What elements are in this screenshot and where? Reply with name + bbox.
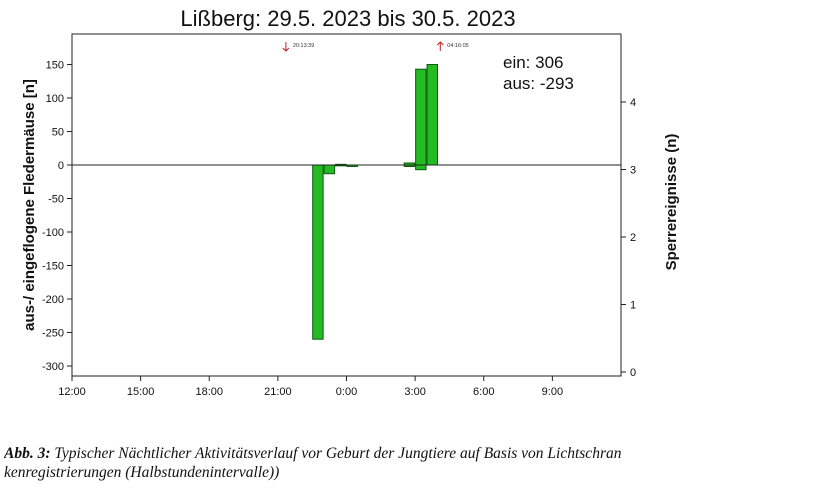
y-tick-label: 50	[52, 127, 64, 139]
y2-tick-label: 3	[630, 165, 636, 177]
y-tick-label: 0	[58, 160, 64, 172]
bar-aus	[323, 164, 336, 175]
y-tick-label: -200	[42, 294, 64, 306]
y2-tick-label: 2	[630, 232, 636, 244]
x-tick-label: 9:00	[542, 386, 563, 398]
y-tick-label: -250	[42, 328, 64, 340]
x-tick-label: 21:00	[264, 386, 292, 398]
chart-title: Lißberg: 29.5. 2023 bis 30.5. 2023	[180, 6, 515, 31]
caption-label: Abb. 3:	[4, 445, 51, 462]
x-tick-label: 3:00	[404, 386, 425, 398]
caption-line-2: kenregistrierungen (Halbstundenintervall…	[4, 464, 280, 481]
y-tick-label: -300	[42, 361, 64, 373]
x-tick-label: 12:00	[58, 386, 86, 398]
annotation-ein: ein: 306	[503, 53, 564, 72]
y2-tick-label: 4	[630, 97, 636, 109]
y-tick-label: -150	[42, 261, 64, 273]
caption-text: Typischer Nächtlicher Aktivitätsverlauf …	[50, 445, 622, 462]
marker-time-label: 04:16:05	[447, 43, 468, 49]
figure-caption: Abb. 3: Typischer Nächtlicher Aktivitäts…	[4, 444, 820, 482]
marker-time-label: 20:13:39	[293, 43, 314, 49]
x-tick-label: 0:00	[336, 386, 357, 398]
y2-axis-label: Sperrereignisse (n)	[663, 134, 680, 271]
y2-tick-label: 1	[630, 300, 636, 312]
y-tick-label: 150	[46, 60, 64, 72]
bar-ein	[415, 68, 427, 166]
y2-tick-label: 0	[630, 367, 636, 379]
down-arrow-icon	[282, 42, 290, 52]
bar-aus	[415, 164, 427, 171]
bar-aus	[312, 164, 324, 340]
x-tick-label: 15:00	[127, 386, 155, 398]
x-tick-label: 6:00	[473, 386, 494, 398]
chart: Lißberg: 29.5. 2023 bis 30.5. 2023 150 10…	[21, 6, 680, 398]
y-axis-label: aus-/ eingeflogene Fledermäuse [n]	[21, 79, 38, 331]
x-tick-label: 18:00	[195, 386, 223, 398]
up-arrow-icon	[436, 41, 444, 51]
bar-ein	[426, 64, 438, 166]
y-tick-label: -50	[48, 194, 64, 206]
y-tick-label: 100	[46, 93, 64, 105]
bar-chart: Lißberg: 29.5. 2023 bis 30.5. 2023 15010…	[21, 6, 680, 398]
annotation-aus: aus: -293	[503, 74, 574, 93]
y-tick-label: -100	[42, 227, 64, 239]
caption-line-1: Abb. 3: Typischer Nächtlicher Aktivitäts…	[4, 444, 820, 463]
